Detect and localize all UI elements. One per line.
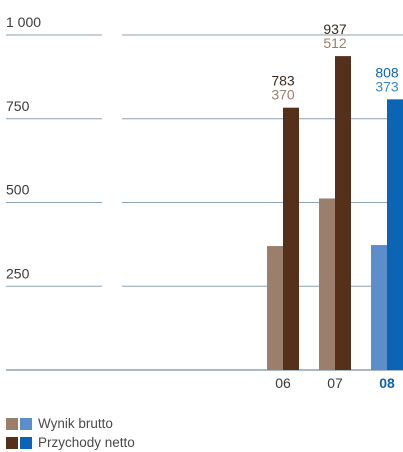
legend-swatch-wynik-brutto-current bbox=[20, 417, 32, 430]
data-label-bottom-07: 512 bbox=[323, 35, 347, 51]
data-label-top-08: 808 bbox=[375, 64, 399, 80]
legend-swatch-przychody-netto-current bbox=[20, 436, 32, 449]
x-tick-label-08: 08 bbox=[379, 375, 395, 391]
bar-przychody-netto-08 bbox=[387, 99, 403, 370]
data-label-bottom-06: 370 bbox=[271, 87, 295, 103]
bar-wynik-brutto-07 bbox=[319, 198, 335, 370]
x-tick-label-06: 06 bbox=[275, 375, 291, 391]
bar-wynik-brutto-08 bbox=[371, 245, 387, 370]
y-tick-label: 750 bbox=[6, 98, 30, 114]
legend-swatch-wynik-brutto-past bbox=[6, 417, 18, 430]
bar-przychody-netto-06 bbox=[283, 107, 299, 370]
y-tick-label: 1 000 bbox=[6, 14, 41, 30]
y-tick-label: 500 bbox=[6, 182, 30, 198]
bar-przychody-netto-07 bbox=[335, 56, 351, 370]
legend-swatch-przychody-netto-past bbox=[6, 436, 18, 449]
data-label-top-07: 937 bbox=[323, 21, 347, 37]
legend-label-przychody-netto: Przychody netto bbox=[38, 435, 135, 450]
legend-label-wynik-brutto: Wynik brutto bbox=[38, 416, 113, 431]
legend: Wynik brutto Przychody netto bbox=[6, 414, 135, 452]
y-tick-label: 250 bbox=[6, 265, 30, 281]
x-tick-label-07: 07 bbox=[327, 375, 343, 391]
legend-item-przychody-netto: Przychody netto bbox=[6, 433, 135, 452]
data-label-top-06: 783 bbox=[271, 73, 295, 89]
data-label-bottom-08: 373 bbox=[375, 78, 399, 94]
legend-item-wynik-brutto: Wynik brutto bbox=[6, 414, 135, 433]
bar-wynik-brutto-06 bbox=[267, 246, 283, 370]
